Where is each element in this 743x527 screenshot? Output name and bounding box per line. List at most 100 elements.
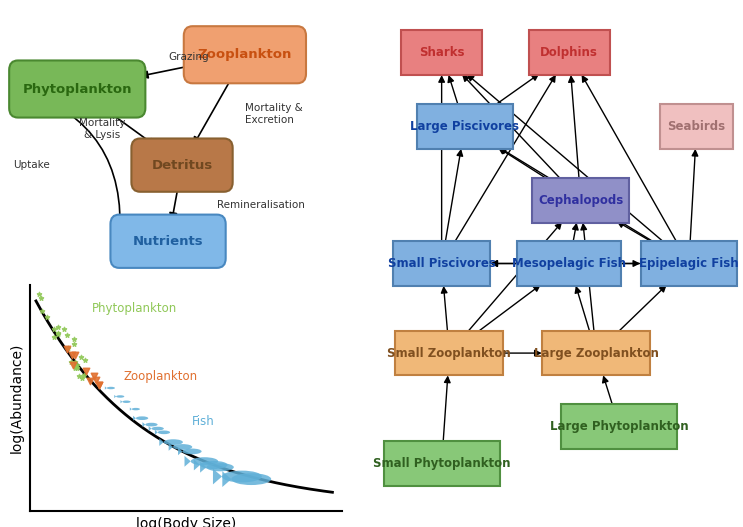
- Ellipse shape: [158, 431, 170, 434]
- Point: [93, 381, 105, 389]
- Polygon shape: [143, 422, 145, 427]
- Text: Zooplankton: Zooplankton: [123, 370, 198, 383]
- FancyBboxPatch shape: [184, 26, 306, 83]
- FancyBboxPatch shape: [533, 178, 629, 222]
- Polygon shape: [159, 438, 163, 446]
- Ellipse shape: [222, 471, 262, 482]
- Point: [77, 374, 88, 382]
- Point: [52, 329, 64, 337]
- Point: [62, 330, 74, 339]
- FancyBboxPatch shape: [640, 241, 737, 286]
- Point: [88, 372, 100, 380]
- Text: Nutrients: Nutrients: [133, 235, 204, 248]
- Point: [69, 358, 81, 366]
- FancyBboxPatch shape: [383, 442, 499, 486]
- X-axis label: log(Body Size): log(Body Size): [136, 517, 236, 527]
- Point: [90, 376, 102, 385]
- FancyBboxPatch shape: [401, 30, 482, 75]
- Text: Mortality &
Excretion: Mortality & Excretion: [245, 103, 302, 124]
- Point: [71, 361, 83, 369]
- Polygon shape: [169, 443, 173, 451]
- Point: [93, 381, 105, 389]
- Polygon shape: [120, 400, 123, 403]
- Point: [36, 307, 48, 315]
- Ellipse shape: [116, 395, 124, 398]
- Text: Epipelagic Fish: Epipelagic Fish: [639, 257, 739, 270]
- Point: [62, 345, 74, 353]
- Text: Small Zooplankton: Small Zooplankton: [388, 347, 511, 359]
- Ellipse shape: [107, 387, 115, 389]
- Polygon shape: [222, 471, 231, 487]
- Point: [69, 351, 81, 359]
- Point: [58, 325, 70, 334]
- FancyBboxPatch shape: [660, 104, 733, 149]
- FancyBboxPatch shape: [9, 61, 146, 118]
- Ellipse shape: [163, 440, 183, 445]
- FancyBboxPatch shape: [542, 331, 650, 375]
- FancyBboxPatch shape: [111, 214, 226, 268]
- Point: [53, 330, 65, 338]
- Point: [42, 313, 53, 321]
- Polygon shape: [184, 456, 191, 467]
- Ellipse shape: [132, 408, 140, 411]
- Y-axis label: log(Abundance): log(Abundance): [10, 343, 25, 453]
- Text: Detritus: Detritus: [152, 159, 212, 172]
- Point: [62, 344, 74, 352]
- FancyBboxPatch shape: [393, 241, 490, 286]
- Point: [65, 358, 77, 366]
- Text: Phytoplankton: Phytoplankton: [22, 83, 132, 95]
- Text: Sharks: Sharks: [419, 46, 464, 59]
- Point: [48, 333, 60, 341]
- Point: [73, 372, 85, 380]
- Point: [52, 323, 64, 331]
- Text: Phytoplankton: Phytoplankton: [92, 302, 178, 315]
- Polygon shape: [194, 460, 200, 471]
- Polygon shape: [105, 386, 107, 389]
- Point: [69, 364, 81, 372]
- Ellipse shape: [136, 416, 149, 420]
- Text: Seabirds: Seabirds: [667, 120, 726, 133]
- Polygon shape: [133, 416, 136, 421]
- Text: Fish: Fish: [192, 415, 215, 428]
- Polygon shape: [130, 407, 132, 411]
- Point: [48, 325, 59, 334]
- Text: Uptake: Uptake: [13, 160, 51, 170]
- Text: Cephalopods: Cephalopods: [538, 194, 623, 207]
- Polygon shape: [149, 426, 152, 431]
- Point: [68, 340, 80, 348]
- Ellipse shape: [191, 457, 218, 465]
- Ellipse shape: [182, 448, 201, 454]
- FancyBboxPatch shape: [517, 241, 621, 286]
- Text: Small Phytoplankton: Small Phytoplankton: [373, 457, 510, 470]
- Text: Large Piscivores: Large Piscivores: [410, 120, 519, 133]
- FancyBboxPatch shape: [395, 331, 504, 375]
- Text: Remineralisation: Remineralisation: [217, 200, 305, 210]
- Ellipse shape: [145, 423, 158, 426]
- Point: [66, 351, 78, 359]
- Point: [67, 361, 79, 369]
- Point: [68, 335, 80, 343]
- Point: [79, 371, 91, 379]
- Ellipse shape: [123, 401, 131, 403]
- Polygon shape: [114, 395, 116, 398]
- Point: [33, 290, 45, 298]
- Text: Mortality
& Lysis: Mortality & Lysis: [79, 118, 125, 140]
- Polygon shape: [200, 462, 207, 473]
- FancyBboxPatch shape: [417, 104, 513, 149]
- Point: [79, 356, 91, 364]
- Polygon shape: [178, 447, 182, 455]
- FancyBboxPatch shape: [528, 30, 610, 75]
- Ellipse shape: [152, 427, 164, 431]
- FancyArrowPatch shape: [22, 90, 120, 239]
- Text: Large Zooplankton: Large Zooplankton: [533, 347, 658, 359]
- Ellipse shape: [200, 461, 227, 469]
- Text: Large Phytoplankton: Large Phytoplankton: [550, 421, 689, 433]
- FancyBboxPatch shape: [562, 405, 678, 449]
- Text: Dolphins: Dolphins: [540, 46, 598, 59]
- FancyBboxPatch shape: [132, 139, 233, 192]
- Ellipse shape: [231, 473, 271, 485]
- Point: [35, 294, 47, 302]
- Point: [74, 353, 86, 361]
- Ellipse shape: [173, 444, 192, 450]
- Polygon shape: [155, 430, 158, 435]
